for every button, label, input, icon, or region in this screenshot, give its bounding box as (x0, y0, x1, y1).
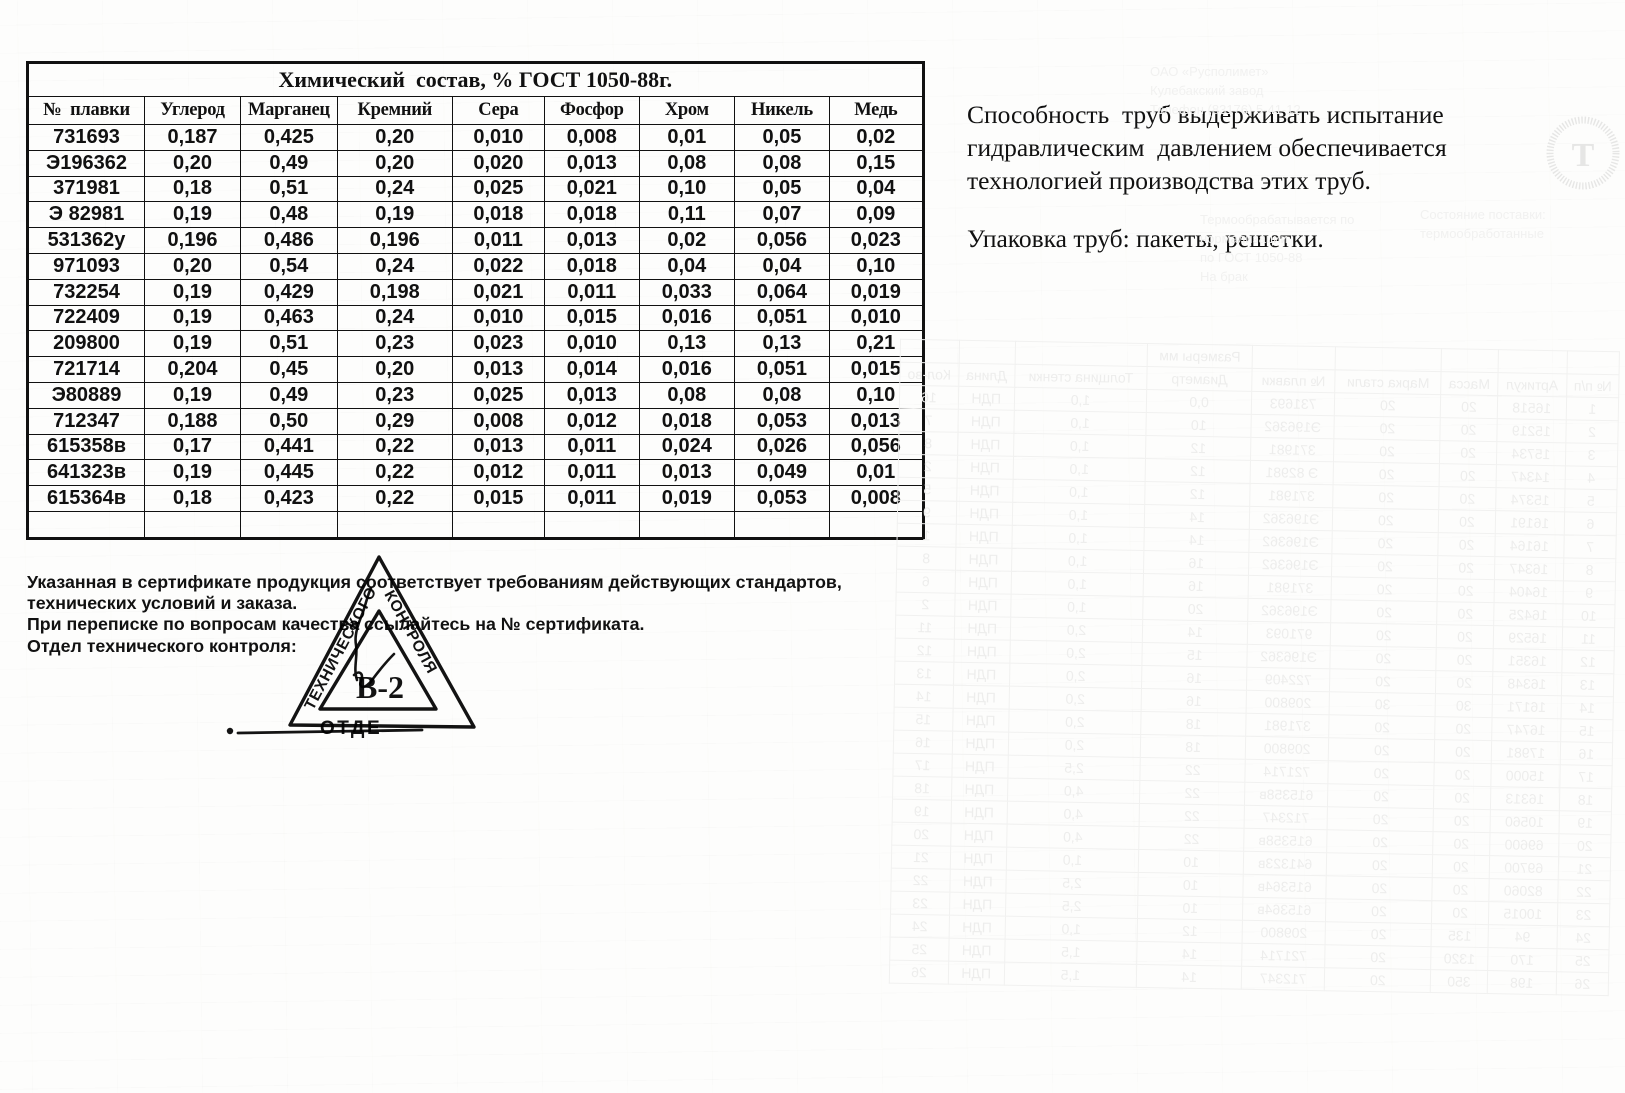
svg-text:ОТДЕ: ОТДЕ (320, 718, 382, 739)
